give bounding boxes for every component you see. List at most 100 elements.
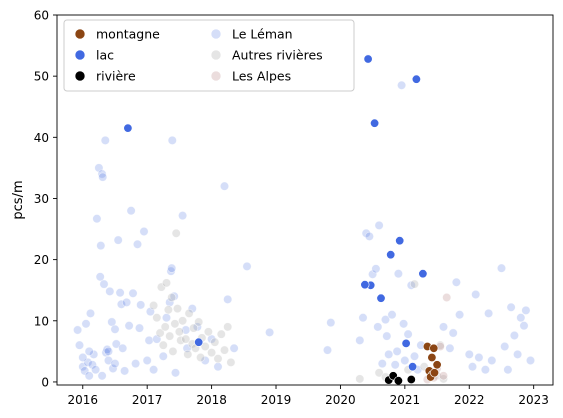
point-le-l-man [496,263,506,273]
point-le-l-man [521,305,531,315]
point-le-l-man [86,308,96,318]
point-le-l-man [242,261,252,271]
point-autres-rivi-res [203,327,213,337]
x-axis: 2016 2017 2018 2019 2020 2021 2022 2023 [67,385,549,407]
point-lac [376,293,386,303]
point-autres-rivi-res [170,319,180,329]
point-autres-rivi-res [183,349,193,359]
point-le-l-man [84,346,94,356]
point-autres-rivi-res [158,340,168,350]
point-le-l-man [111,339,121,349]
point-le-l-man [95,272,105,282]
point-autres-rivi-res [160,322,170,332]
point-lac [408,362,418,372]
y-tick-label: 30 [34,192,49,206]
y-tick-label: 40 [34,131,49,145]
point-lac [401,338,411,348]
point-le-l-man [167,135,177,145]
point-rivi-re [393,376,403,386]
point-autres-rivi-res [181,334,191,344]
point-le-l-man [371,264,381,274]
y-tick-label: 60 [34,9,49,23]
point-montagne [432,360,442,370]
point-le-l-man [178,211,188,221]
point-autres-rivi-res [196,352,206,362]
point-le-l-man [99,279,109,289]
point-le-l-man [120,366,130,376]
point-autres-rivi-res [163,305,173,315]
point-le-l-man [220,181,230,191]
legend-marker [210,70,222,82]
y-axis-label: pcs/m [11,180,26,219]
point-les-alpes [442,292,452,302]
legend-label: rivière [96,69,136,84]
point-lac [360,280,370,290]
point-le-l-man [133,239,143,249]
point-le-l-man [113,235,123,245]
point-le-l-man [97,169,107,179]
point-montagne [429,343,439,353]
point-le-l-man [390,360,400,370]
point-le-l-man [387,310,397,320]
y-tick-label: 50 [34,70,49,84]
point-le-l-man [139,227,149,237]
point-le-l-man [87,360,97,370]
x-tick-label: 2016 [67,393,98,407]
point-le-l-man [513,349,523,359]
point-le-l-man [223,294,233,304]
point-autres-rivi-res [173,304,183,314]
point-le-l-man [409,351,419,361]
point-le-l-man [368,269,378,279]
point-autres-rivi-res [176,335,186,345]
point-rivi-re [406,374,416,384]
point-le-l-man [445,343,455,353]
point-le-l-man [358,313,368,323]
point-autres-rivi-res [184,308,194,318]
point-le-l-man [116,299,126,309]
point-le-l-man [104,346,114,356]
point-le-l-man [124,321,134,331]
point-le-l-man [131,359,141,369]
point-le-l-man [451,277,461,287]
x-tick-label: 2022 [454,393,485,407]
point-autres-rivi-res [174,327,184,337]
point-lac [395,236,405,246]
point-le-l-man [89,349,99,359]
x-tick-label: 2023 [518,393,549,407]
point-le-l-man [104,355,114,365]
point-le-l-man [506,302,516,312]
point-le-l-man [326,318,336,328]
x-tick-label: 2019 [261,393,292,407]
point-autres-rivi-res [226,357,236,367]
point-lac [123,123,133,133]
point-lac [370,118,380,128]
point-les-alpes [438,371,448,381]
point-le-l-man [149,365,159,375]
point-autres-rivi-res [207,348,217,358]
point-autres-rivi-res [189,323,199,333]
point-autres-rivi-res [162,278,172,288]
point-le-l-man [525,355,535,365]
point-autres-rivi-res [438,374,448,384]
legend: montagne lac rivière Le Léman Autres rivière… [63,19,355,92]
point-le-l-man [374,220,384,230]
point-le-l-man [373,322,383,332]
y-tick-label: 0 [41,375,49,389]
point-autres-rivi-res [223,322,233,332]
point-lac [194,337,204,347]
point-le-l-man [144,335,154,345]
point-autres-rivi-res [149,300,159,310]
point-autres-rivi-res [165,331,175,341]
point-le-l-man [384,349,394,359]
point-le-l-man [392,346,402,356]
x-tick-label: 2020 [325,393,356,407]
y-tick-label: 10 [34,314,49,328]
point-le-l-man [83,357,93,367]
legend-frame [63,19,355,92]
point-le-l-man [97,371,107,381]
point-le-l-man [171,368,181,378]
point-le-l-man [165,297,175,307]
point-le-l-man [136,300,146,310]
point-le-l-man [516,313,526,323]
